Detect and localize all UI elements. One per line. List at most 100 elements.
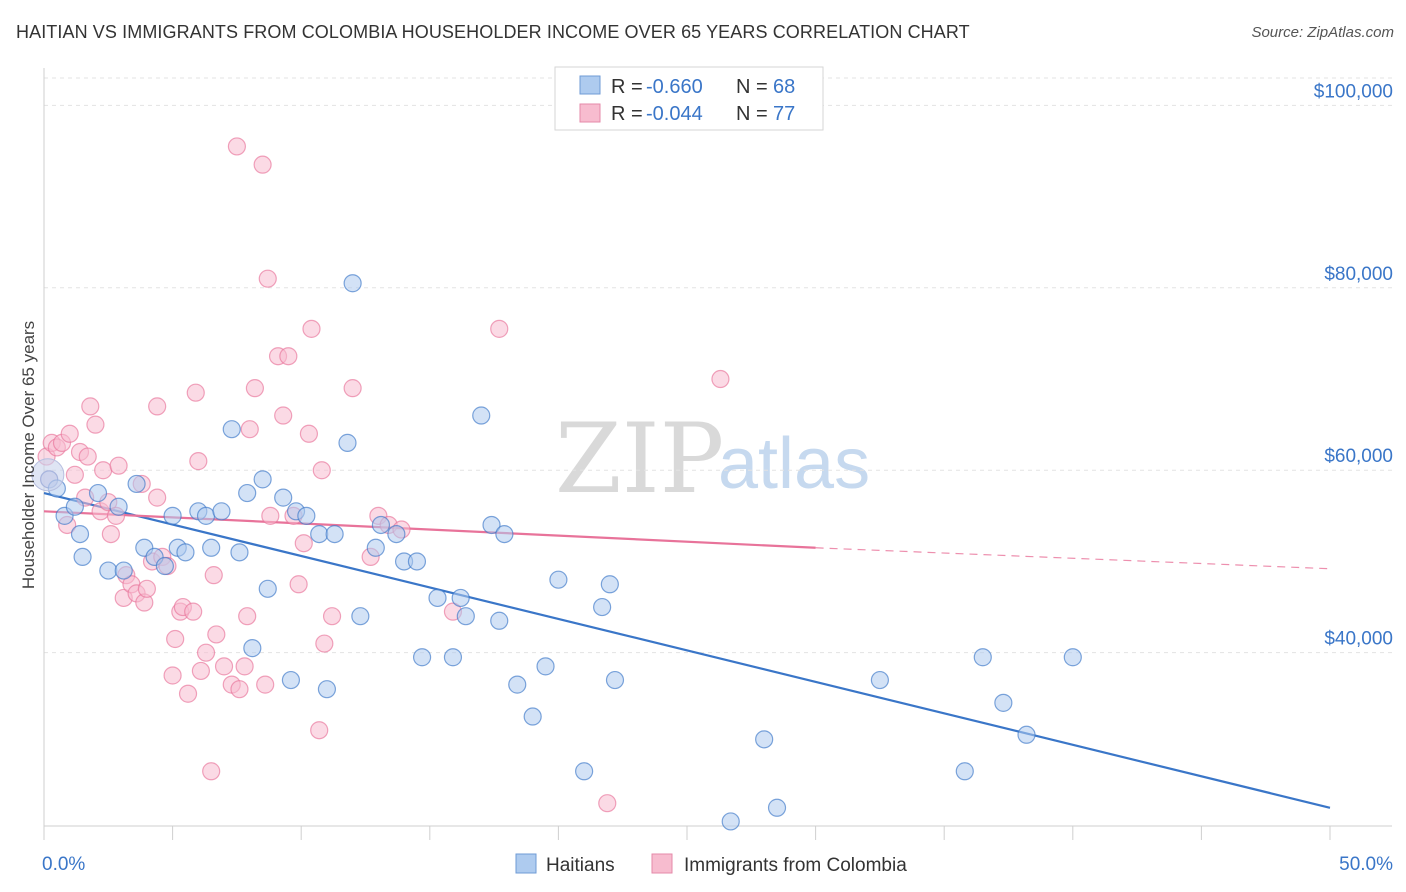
point-haitians <box>127 474 146 494</box>
y-tick-label: $80,000 <box>1324 264 1393 285</box>
point-colombia <box>598 794 617 813</box>
point-colombia <box>148 488 167 507</box>
point-haitians <box>490 611 509 630</box>
point-haitians <box>472 406 491 425</box>
point-haitians <box>109 497 128 516</box>
point-colombia <box>148 397 167 416</box>
bottom-legend-label-colombia[interactable]: Immigrants from Colombia <box>684 855 907 876</box>
point-haitians <box>297 506 316 525</box>
point-colombia <box>202 762 221 781</box>
trend-lines <box>43 491 1331 809</box>
point-colombia <box>204 566 223 585</box>
point-haitians <box>73 547 92 567</box>
point-haitians <box>451 588 470 608</box>
point-colombia <box>166 629 185 649</box>
point-colombia <box>184 602 203 621</box>
point-colombia <box>207 625 226 644</box>
legend-r-value-haitians: -0.660 <box>646 76 703 98</box>
point-haitians <box>755 730 774 749</box>
point-haitians <box>1017 725 1036 744</box>
point-colombia <box>490 319 509 338</box>
point-colombia <box>310 721 329 740</box>
point-haitians <box>523 707 542 726</box>
point-colombia <box>81 397 100 416</box>
data-points <box>31 137 1082 831</box>
legend-r-value-colombia: -0.044 <box>646 103 703 125</box>
point-haitians <box>243 639 262 658</box>
point-haitians <box>202 538 221 557</box>
point-colombia <box>101 524 120 544</box>
watermark-atlas: atlas <box>718 424 870 504</box>
axes: $40,000 $60,000 $80,000 $100,000 <box>43 68 1393 840</box>
point-colombia <box>178 684 198 703</box>
legend-swatch-haitians <box>579 75 601 95</box>
point-haitians <box>88 483 108 503</box>
point-haitians <box>508 675 527 694</box>
point-colombia <box>235 657 254 676</box>
point-colombia <box>294 534 313 553</box>
point-colombia <box>289 575 308 594</box>
point-colombia <box>279 347 298 366</box>
legend-r-label-colombia: R = <box>611 103 643 125</box>
point-haitians <box>495 524 514 544</box>
point-colombia <box>214 657 234 676</box>
point-colombia <box>191 661 210 681</box>
point-haitians <box>65 497 84 516</box>
point-haitians <box>338 433 357 452</box>
point-colombia <box>274 406 293 425</box>
point-haitians <box>366 538 385 557</box>
point-haitians <box>274 488 293 507</box>
point-colombia <box>109 456 128 475</box>
point-colombia <box>65 465 84 484</box>
point-colombia <box>261 506 280 525</box>
legend-r-label-haitians: R = <box>611 76 643 98</box>
point-haitians <box>114 561 133 580</box>
point-haitians <box>549 570 568 589</box>
gridlines <box>44 77 1392 654</box>
bottom-legend-swatch-haitians[interactable] <box>515 853 537 874</box>
legend-n-value-colombia: 77 <box>773 103 795 125</box>
x-tick-label-max: 50.0% <box>1339 854 1393 875</box>
point-haitians <box>163 506 182 525</box>
point-colombia <box>256 675 275 694</box>
point-haitians <box>767 798 787 817</box>
bottom-legend-label-haitians[interactable]: Haitians <box>546 855 615 876</box>
point-haitians <box>428 588 447 608</box>
chart-title: HAITIAN VS IMMIGRANTS FROM COLOMBIA HOUS… <box>16 22 970 42</box>
point-colombia <box>312 461 331 480</box>
trend-line-colombia <box>43 510 816 549</box>
point-haitians <box>99 561 118 580</box>
point-haitians <box>351 607 370 626</box>
point-colombia <box>315 634 334 653</box>
point-colombia <box>230 680 249 699</box>
point-colombia <box>299 424 319 443</box>
trend-line-haitians <box>43 491 1331 809</box>
bottom-legend-swatch-colombia[interactable] <box>651 853 673 874</box>
point-haitians <box>310 524 329 544</box>
point-haitians <box>212 502 231 521</box>
point-colombia <box>322 607 342 626</box>
point-haitians <box>222 420 241 439</box>
point-haitians <box>994 693 1013 712</box>
point-colombia <box>238 607 257 626</box>
point-colombia <box>60 424 79 443</box>
point-haitians <box>253 470 272 489</box>
y-tick-label: $40,000 <box>1324 629 1393 650</box>
point-haitians <box>1063 648 1082 667</box>
point-colombia <box>245 379 265 398</box>
point-haitians <box>443 648 463 667</box>
chart-source: Source: ZipAtlas.com <box>1251 24 1394 41</box>
point-colombia <box>189 452 208 471</box>
point-colombia <box>186 383 205 402</box>
point-haitians <box>456 607 475 626</box>
point-haitians <box>258 579 277 598</box>
point-colombia <box>240 420 259 439</box>
point-colombia <box>227 137 246 156</box>
point-haitians <box>407 552 427 571</box>
legend-n-label-haitians: N = <box>736 76 768 98</box>
point-colombia <box>94 461 113 480</box>
point-haitians <box>605 670 625 690</box>
point-haitians <box>343 274 362 293</box>
point-colombia <box>711 369 730 389</box>
